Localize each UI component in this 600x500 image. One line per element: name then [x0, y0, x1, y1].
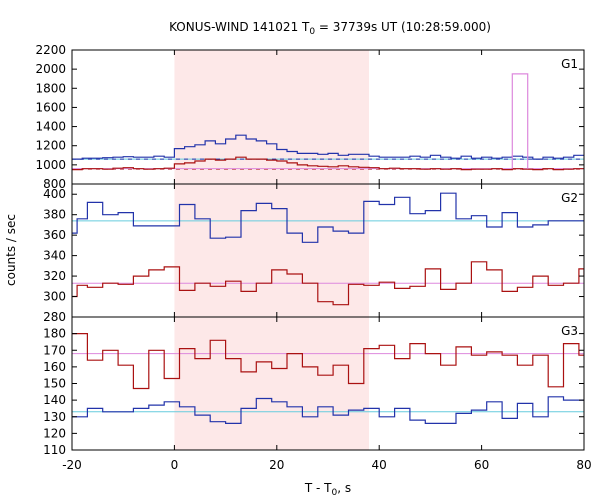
- x-tick-label: 20: [269, 458, 284, 472]
- y-tick-label: 120: [43, 426, 66, 440]
- panel-label: G2: [561, 191, 578, 205]
- y-tick-label: 1800: [35, 81, 66, 95]
- panel-plot-content: [72, 73, 584, 171]
- y-tick-label: 340: [43, 249, 66, 263]
- chart-title: KONUS-WIND 141021 T0 = 37739s UT (10:28:…: [169, 20, 491, 37]
- y-tick-label: 140: [43, 393, 66, 407]
- y-tick-label: 1600: [35, 100, 66, 114]
- y-tick-label: 380: [43, 208, 66, 222]
- lightcurve-series-red_step: [72, 156, 584, 171]
- y-tick-label: 130: [43, 410, 66, 424]
- panel-g2: 280 300 320 340 360 380 400 G2: [43, 183, 585, 324]
- x-tick-label: 60: [474, 458, 489, 472]
- x-tick-label: -20: [62, 458, 82, 472]
- y-tick-label: 150: [43, 377, 66, 391]
- y-tick-label: 280: [43, 310, 66, 324]
- panel-label: G3: [561, 324, 578, 338]
- lightcurve-series-red_step: [72, 333, 584, 390]
- lightcurve-series-blue_step: [72, 134, 584, 160]
- y-tick-label: 400: [43, 187, 66, 201]
- y-tick-label: 110: [43, 443, 66, 457]
- y-tick-label: 1400: [35, 120, 66, 134]
- y-tick-label: 360: [43, 228, 66, 242]
- y-tick-label: 300: [43, 290, 66, 304]
- plot-area: 8001000120014001600180020002200G12803003…: [35, 43, 591, 472]
- y-tick-label: 180: [43, 327, 66, 341]
- x-tick-label: 80: [576, 458, 591, 472]
- lightcurve-series-blue_step: [72, 396, 584, 424]
- lightcurve-series-pink_line: [511, 73, 529, 169]
- lightcurve-series-red_step: [72, 261, 584, 306]
- burst-interval-shade: [174, 50, 369, 450]
- y-axis-title: counts / sec: [4, 214, 18, 286]
- y-tick-label: 2000: [35, 62, 66, 76]
- lightcurve-series-blue_step: [72, 192, 584, 243]
- y-tick-label: 170: [43, 343, 66, 357]
- y-tick-label: 1200: [35, 139, 66, 153]
- y-tick-label: 320: [43, 269, 66, 283]
- panel-g1: 800 1000 1200 1400 1600 1800 2000 2200 G1: [35, 43, 585, 191]
- y-tick-label: 800: [43, 177, 66, 191]
- panel-g3: 110 120 130 140 150 160 170 180 G3: [43, 316, 585, 457]
- panel-plot-content: [72, 192, 584, 306]
- y-tick-label: 1000: [35, 158, 66, 172]
- panel-label: G1: [561, 57, 578, 71]
- x-axis-title: T - T0, s: [304, 481, 351, 498]
- x-tick-label: 0: [171, 458, 179, 472]
- x-tick-label: 40: [372, 458, 387, 472]
- y-tick-label: 2200: [35, 43, 66, 57]
- y-tick-label: 160: [43, 360, 66, 374]
- panel-plot-content: [72, 333, 584, 424]
